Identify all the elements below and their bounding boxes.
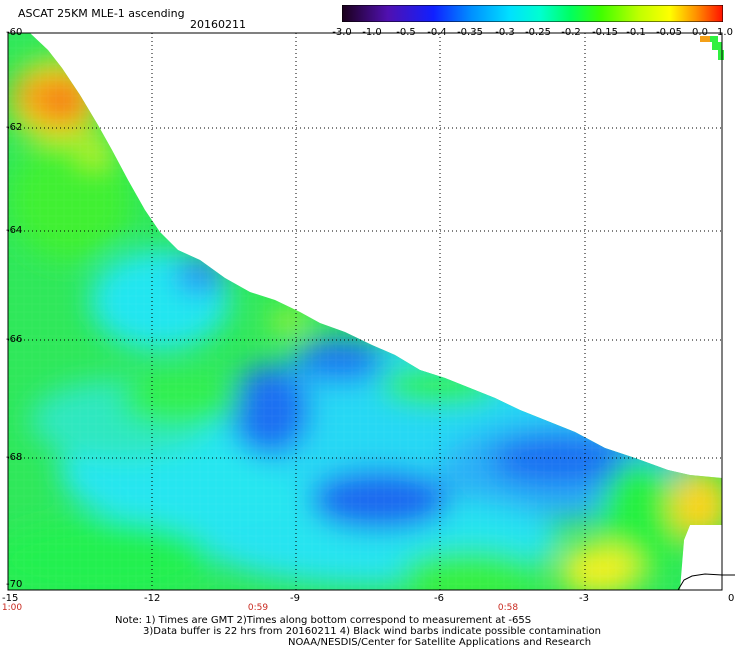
corner-data-patch [700,36,724,60]
lat-label: -64 [6,225,23,236]
note-line-2: 3)Data buffer is 22 hrs from 20160211 4)… [143,626,601,637]
lat-label: -60 [6,27,23,38]
lon-label: -12 [144,593,161,604]
lon-label: -3 [579,593,589,604]
colorbar [342,5,723,22]
lon-label: 0 [728,593,735,604]
note-line-3: NOAA/NESDIS/Center for Satellite Applica… [288,637,592,648]
lon-label: -15 [2,593,19,604]
lat-label: -70 [6,579,23,590]
map-frame [7,32,723,591]
coastline [677,573,735,591]
map-date: 20160211 [190,18,246,31]
graticule [8,33,722,590]
lon-label: -9 [290,593,300,604]
note-line-1: Note: 1) Times are GMT 2)Times along bot… [115,615,532,626]
colorbar-label: 1.0 [717,27,733,38]
lat-label: -62 [6,122,23,133]
map-title: ASCAT 25KM MLE-1 ascending [18,7,185,20]
lat-label: -66 [6,334,23,345]
lat-label: -68 [6,452,23,463]
lon-label: -6 [434,593,444,604]
time-label: 1:00 [1,603,23,613]
time-label: 0:59 [247,603,269,613]
time-label: 0:58 [497,603,519,613]
